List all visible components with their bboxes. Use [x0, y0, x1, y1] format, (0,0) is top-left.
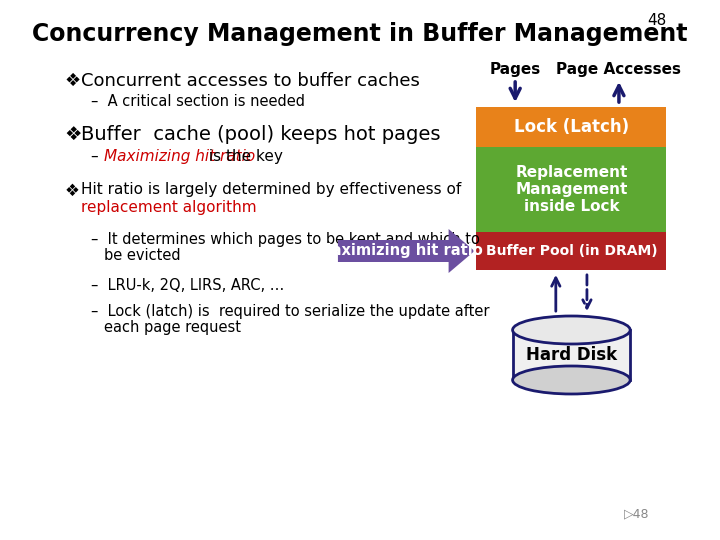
Ellipse shape — [513, 366, 630, 394]
Text: Hard Disk: Hard Disk — [526, 346, 617, 364]
Text: Buffer  cache (pool) keeps hot pages: Buffer cache (pool) keeps hot pages — [81, 125, 441, 144]
Text: 48: 48 — [647, 13, 667, 28]
Text: each page request: each page request — [104, 320, 241, 335]
Text: –: – — [91, 149, 108, 164]
Text: –  Lock (latch) is  required to serialize the update after: – Lock (latch) is required to serialize … — [91, 304, 489, 319]
Text: Hit ratio is largely determined by effectiveness of: Hit ratio is largely determined by effec… — [81, 182, 462, 197]
Text: Page Accesses: Page Accesses — [557, 62, 681, 77]
Ellipse shape — [513, 316, 630, 344]
Text: Maximizing hit ratio: Maximizing hit ratio — [104, 149, 256, 164]
Text: be evicted: be evicted — [104, 248, 181, 263]
Text: –  It determines which pages to be kept and which to: – It determines which pages to be kept a… — [91, 232, 480, 247]
Bar — [476, 107, 667, 147]
Text: Maximizing hit ratio: Maximizing hit ratio — [318, 244, 483, 259]
Text: ▷48: ▷48 — [624, 507, 649, 520]
Text: ❖: ❖ — [65, 182, 80, 200]
Text: Buffer Pool (in DRAM): Buffer Pool (in DRAM) — [485, 244, 657, 258]
Text: is the key: is the key — [204, 149, 283, 164]
Text: –  A critical section is needed: – A critical section is needed — [91, 94, 305, 109]
Text: ❖: ❖ — [65, 125, 82, 144]
Text: Pages: Pages — [490, 62, 541, 77]
Bar — [513, 330, 630, 380]
Text: Concurrency Management in Buffer Management: Concurrency Management in Buffer Managem… — [32, 22, 688, 46]
Bar — [476, 147, 667, 232]
Polygon shape — [338, 229, 474, 273]
Text: –  LRU-k, 2Q, LIRS, ARC, …: – LRU-k, 2Q, LIRS, ARC, … — [91, 278, 284, 293]
Text: Concurrent accesses to buffer caches: Concurrent accesses to buffer caches — [81, 72, 420, 90]
Text: Lock (Latch): Lock (Latch) — [514, 118, 629, 136]
Text: ❖: ❖ — [65, 72, 81, 90]
Text: replacement algorithm: replacement algorithm — [81, 200, 257, 215]
Bar — [476, 232, 667, 270]
Text: Replacement
Management
inside Lock: Replacement Management inside Lock — [516, 165, 628, 214]
